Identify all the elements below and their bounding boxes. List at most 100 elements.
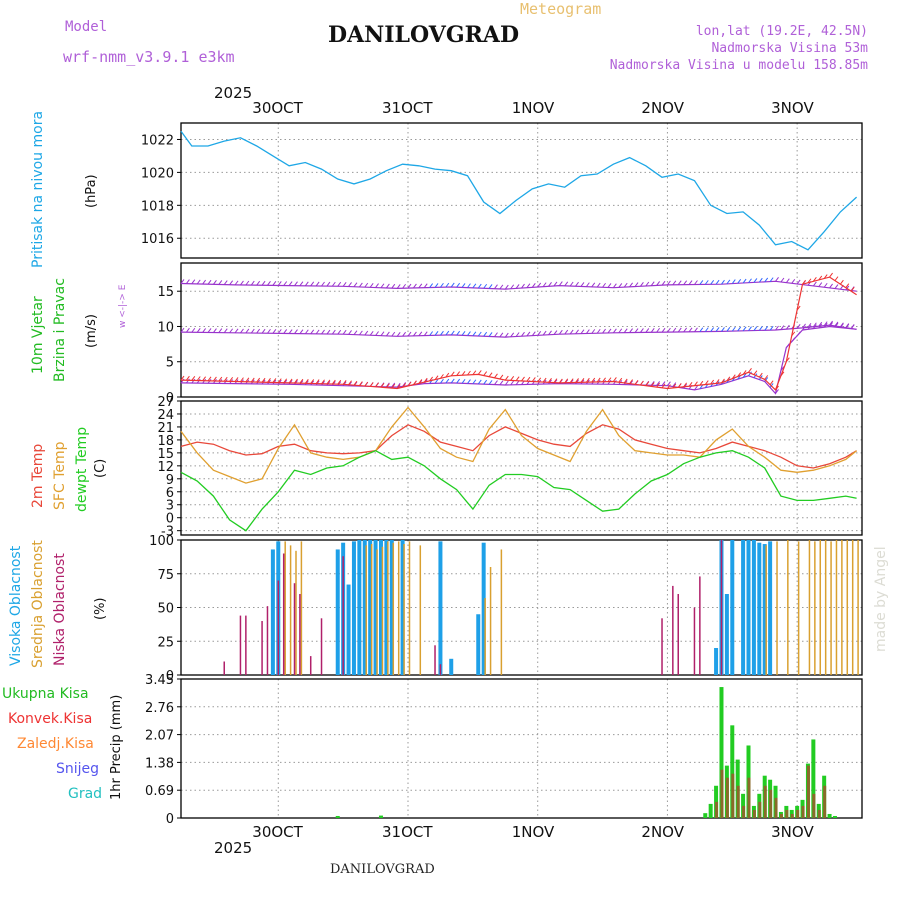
wind-barb bbox=[440, 330, 444, 336]
wind-barb bbox=[672, 327, 677, 333]
wind-barb bbox=[445, 330, 450, 336]
wind-barb bbox=[299, 380, 304, 385]
wind-barb bbox=[504, 380, 509, 386]
wind-barb bbox=[575, 329, 579, 335]
wind-barb bbox=[829, 283, 833, 289]
wind-barb bbox=[375, 331, 379, 336]
wind-barb bbox=[407, 381, 412, 387]
y-tick-label: 9 bbox=[166, 473, 174, 488]
bar bbox=[708, 803, 713, 818]
day-label: 31OCT bbox=[382, 99, 433, 117]
day-label: 30OCT bbox=[252, 823, 303, 841]
wind-barb bbox=[283, 378, 288, 384]
wind-barb bbox=[699, 280, 704, 285]
wind-barb bbox=[634, 328, 639, 333]
bar bbox=[742, 805, 746, 818]
wind-barb bbox=[250, 377, 255, 383]
bar bbox=[693, 607, 696, 675]
bar bbox=[731, 773, 735, 818]
wind-barb bbox=[791, 331, 796, 337]
wind-barb bbox=[607, 377, 612, 382]
footer-title: DANILOVGRAD bbox=[330, 862, 435, 877]
wind-barb bbox=[667, 327, 671, 333]
wind-barb bbox=[661, 381, 666, 386]
wind-barb bbox=[667, 384, 671, 389]
bar bbox=[282, 553, 285, 675]
wind-barb bbox=[396, 332, 401, 337]
wind-barb bbox=[180, 378, 185, 384]
wind-barb bbox=[288, 380, 293, 385]
wind-barb bbox=[596, 328, 601, 334]
wind-barb bbox=[823, 274, 828, 279]
wind-barb bbox=[213, 376, 217, 382]
y-tick-label: 3 bbox=[166, 499, 174, 514]
wind-barb bbox=[180, 375, 185, 381]
wind-barb bbox=[391, 382, 396, 388]
wind-barb bbox=[558, 329, 563, 335]
wind-barb bbox=[640, 380, 644, 386]
wind-barb bbox=[207, 376, 212, 382]
wind-barb bbox=[742, 326, 747, 332]
wind-barb bbox=[758, 277, 763, 283]
wind-barb bbox=[834, 284, 839, 289]
wind-barb bbox=[640, 328, 644, 333]
wind-barb bbox=[283, 329, 288, 334]
wind-barb bbox=[304, 379, 309, 384]
legend-total-rain: Ukupna Kisa bbox=[2, 686, 89, 702]
wind-barb bbox=[726, 376, 731, 382]
wind-barb bbox=[407, 331, 412, 337]
legend-convective-rain: Konvek.Kisa bbox=[8, 711, 93, 727]
wind-barb bbox=[812, 324, 817, 329]
wind-barb bbox=[742, 278, 747, 284]
wind-barb bbox=[180, 279, 185, 284]
wind-barb bbox=[494, 380, 498, 385]
wind-barb bbox=[461, 379, 466, 384]
wind-barb bbox=[499, 284, 504, 290]
wind-barb bbox=[558, 281, 563, 286]
y-tick-label: 18 bbox=[157, 434, 174, 449]
wind-barb bbox=[515, 376, 520, 381]
wind-barb bbox=[818, 321, 823, 327]
wind-barb bbox=[358, 381, 363, 386]
wind-barb bbox=[607, 328, 612, 334]
wind-barb bbox=[796, 331, 801, 337]
panel-frame bbox=[180, 262, 863, 398]
wind-barb bbox=[191, 279, 196, 285]
bar bbox=[672, 585, 674, 675]
wind-barb bbox=[202, 279, 207, 285]
legend-freezing-rain: Zaledj.Kisa bbox=[17, 736, 94, 752]
wind-barb bbox=[526, 283, 531, 288]
wind-barb bbox=[472, 379, 477, 385]
wind-barb bbox=[337, 329, 342, 335]
wind-barb bbox=[494, 373, 498, 379]
model-name: wrf-nmm_v3.9.1 e3km bbox=[63, 48, 235, 66]
bar bbox=[812, 793, 816, 818]
y-tick-label: 50 bbox=[157, 602, 174, 617]
wind-barb bbox=[353, 380, 358, 386]
bar bbox=[239, 615, 242, 675]
bar bbox=[699, 576, 701, 675]
bar bbox=[270, 549, 275, 675]
wind-barb bbox=[353, 330, 358, 335]
wind-barb bbox=[661, 327, 666, 333]
wind-barb bbox=[472, 283, 477, 289]
wind-barb bbox=[180, 327, 185, 333]
wind-barb bbox=[483, 379, 488, 385]
wind-barb bbox=[250, 280, 255, 286]
wind-barb bbox=[623, 282, 628, 288]
wind-barb bbox=[802, 323, 806, 329]
wind-barb bbox=[645, 381, 650, 387]
bar bbox=[245, 615, 247, 675]
wind-barb bbox=[196, 376, 201, 381]
wind-barb bbox=[261, 377, 266, 383]
bar bbox=[378, 815, 383, 818]
wind-barb bbox=[785, 343, 790, 348]
meteogram-label: Meteogram bbox=[520, 0, 602, 18]
wind-barb bbox=[775, 325, 779, 331]
wind-barb bbox=[440, 378, 444, 384]
bar bbox=[384, 540, 389, 675]
day-label: 30OCT bbox=[252, 99, 303, 117]
wind-barb bbox=[504, 332, 509, 338]
wind-barb bbox=[299, 329, 304, 334]
